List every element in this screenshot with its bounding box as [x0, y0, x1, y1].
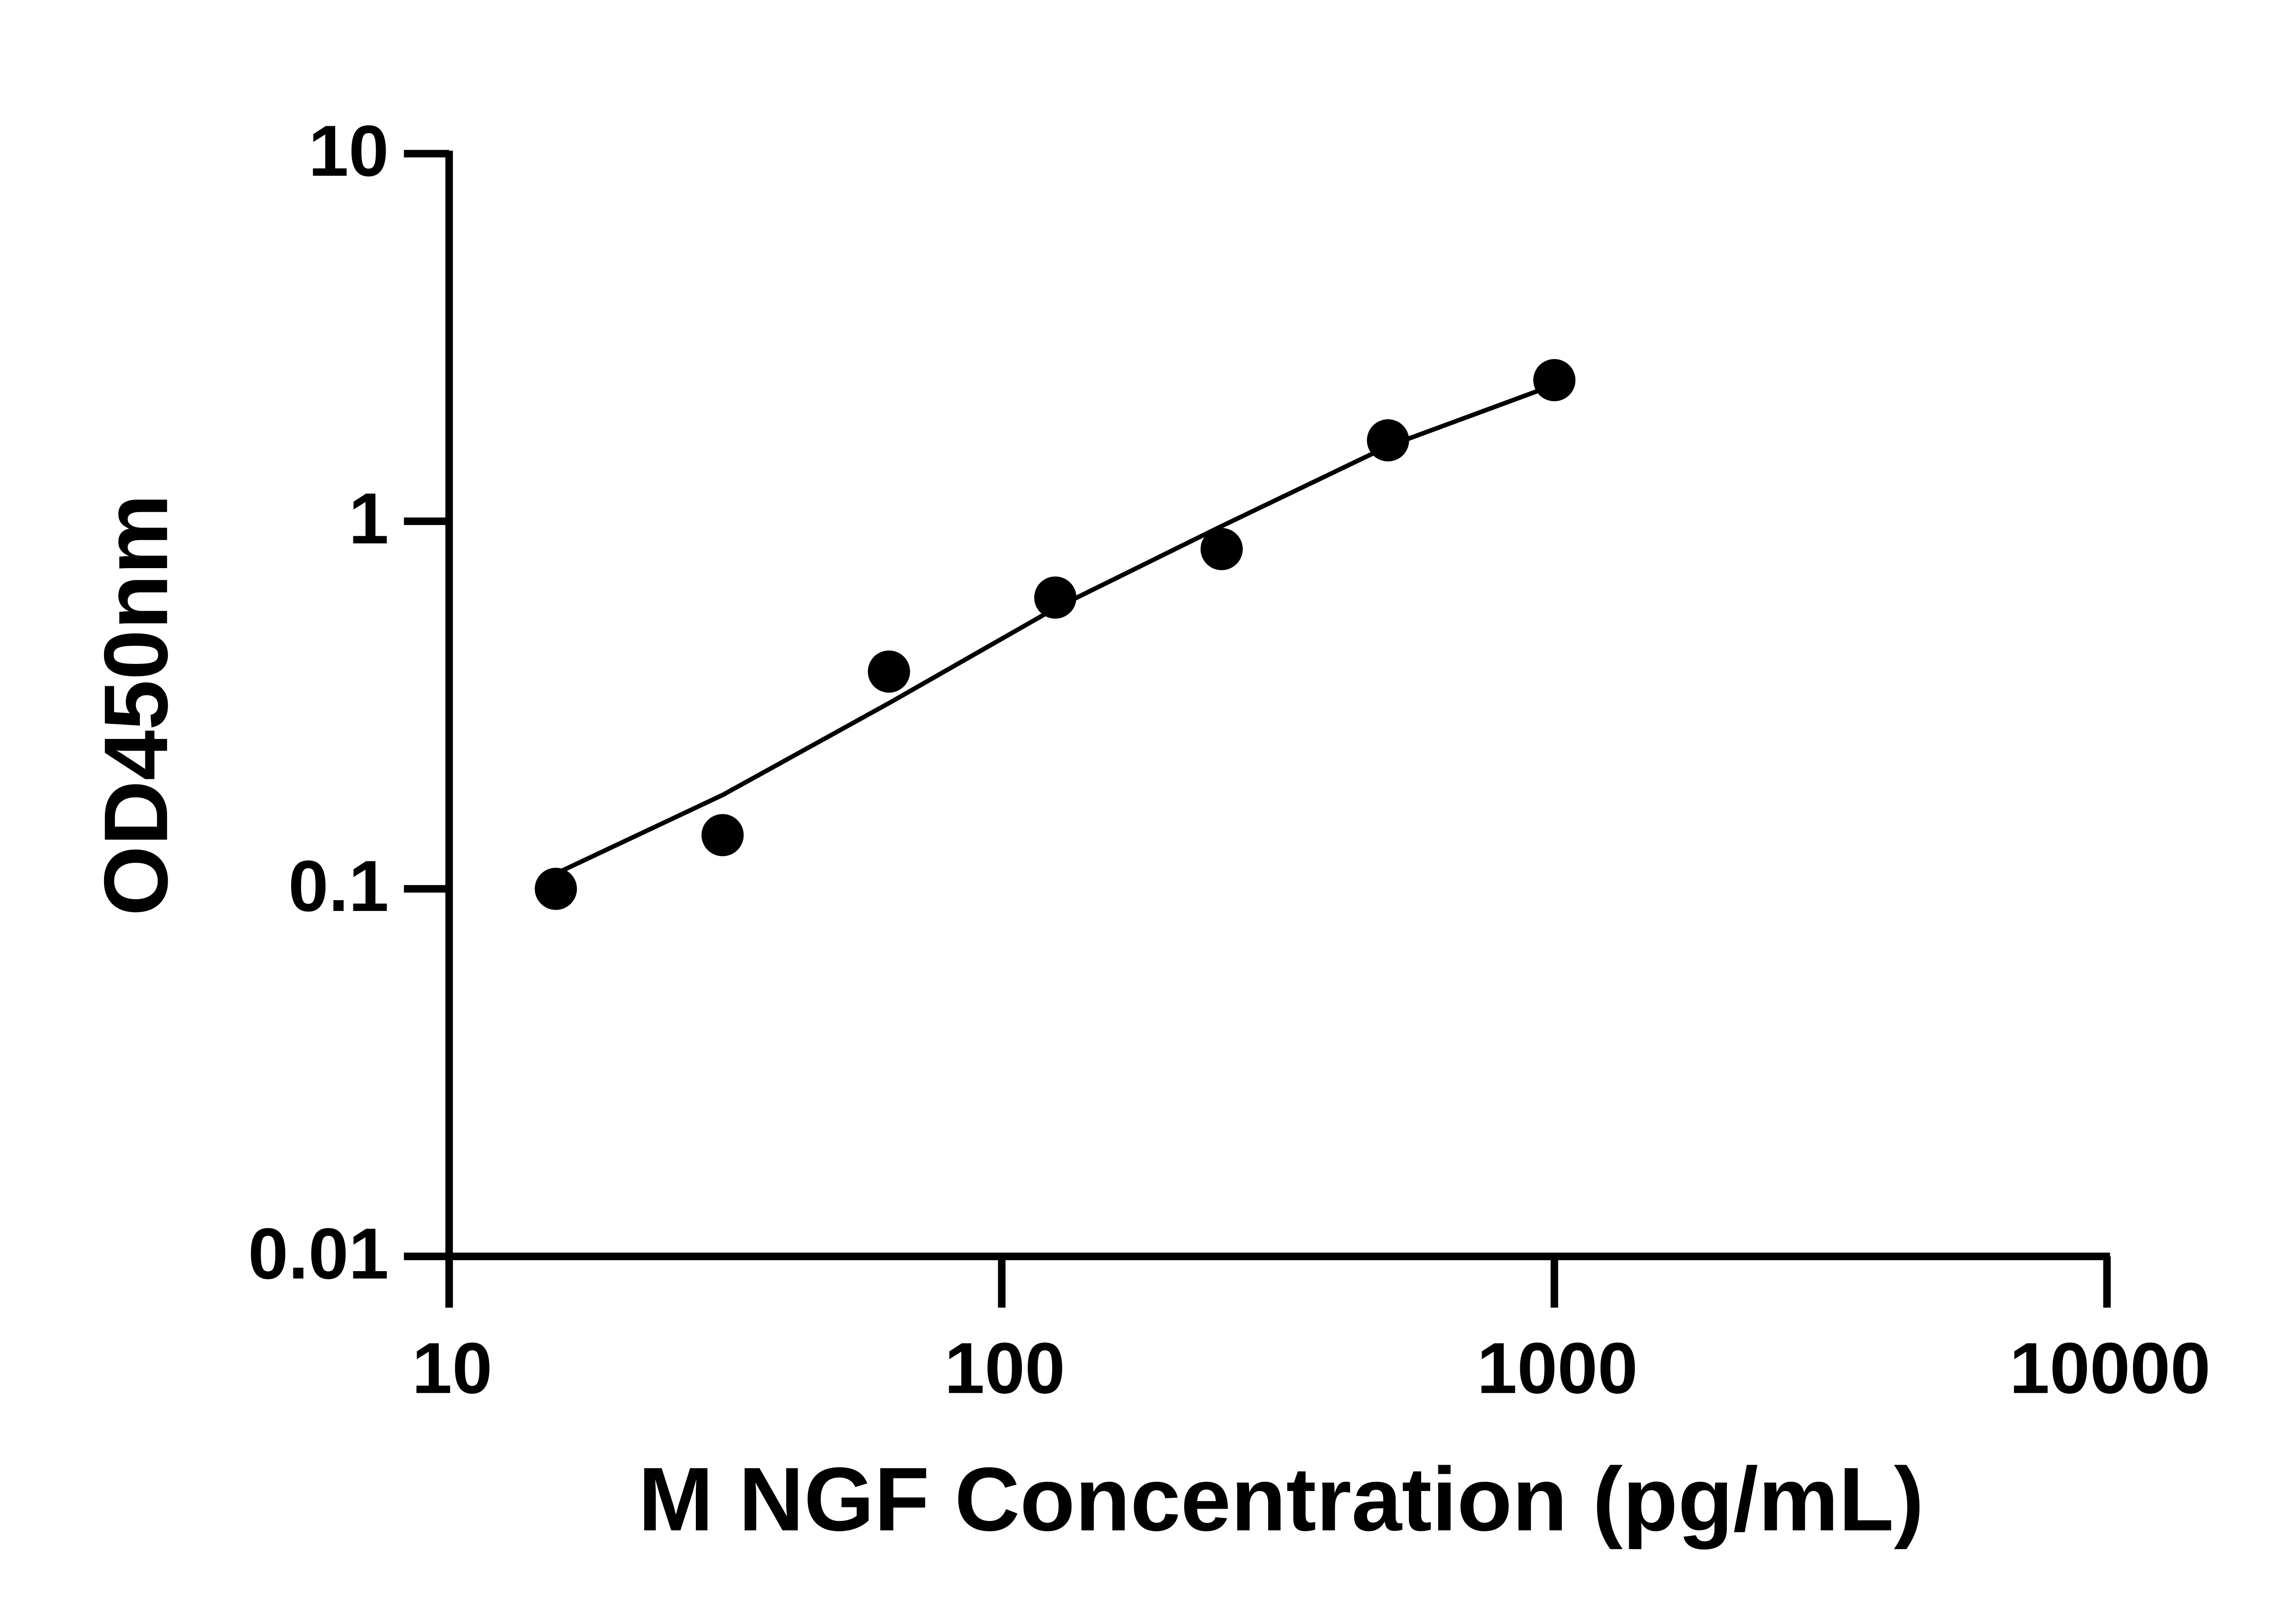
y-axis-title: OD450nm [86, 494, 187, 916]
data-point [1200, 528, 1243, 570]
x-tick-label: 100 [944, 1327, 1065, 1408]
y-tick-label: 1 [349, 478, 389, 559]
y-tick-label: 0.01 [248, 1213, 389, 1294]
x-tick-label: 10 [412, 1327, 492, 1408]
x-axis-title: M NGF Concentration (pg/mL) [638, 1449, 1924, 1550]
fit-line [555, 382, 1555, 876]
data-point [868, 650, 910, 693]
data-point [1034, 576, 1076, 619]
data-point [535, 867, 577, 910]
y-tick-label: 0.1 [288, 846, 389, 926]
data-point [1533, 359, 1576, 401]
y-tick-label: 10 [308, 110, 389, 191]
x-tick-label: 1000 [1477, 1327, 1638, 1408]
x-tick-label: 10000 [2009, 1327, 2211, 1408]
data-point [701, 814, 744, 857]
